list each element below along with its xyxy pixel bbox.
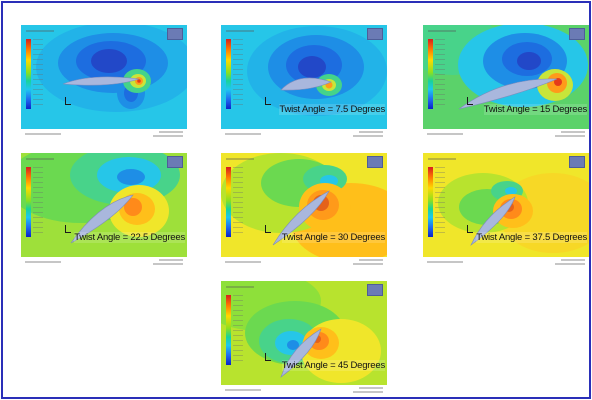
software-logo-icon — [167, 156, 183, 168]
contour-panel-0-deg — [21, 25, 187, 140]
legend-ticks — [233, 39, 243, 109]
axis-triad-icon — [265, 97, 271, 105]
caption-strip — [423, 257, 589, 268]
legend-ticks — [233, 295, 243, 365]
twist-angle-label: Twist Angle = 30 Degrees — [281, 232, 385, 243]
color-legend — [26, 39, 31, 109]
color-legend — [428, 39, 433, 109]
color-legend — [226, 39, 231, 109]
contour-plot: Twist Angle = 30 Degrees — [221, 153, 387, 257]
legend-title — [226, 30, 254, 32]
contour-plot: Twist Angle = 37.5 Degrees — [423, 153, 589, 257]
software-logo-icon — [569, 156, 585, 168]
contour-panel-45-deg: Twist Angle = 45 Degrees — [221, 281, 387, 396]
axis-triad-icon — [65, 225, 71, 233]
contour-panel-15-deg: Twist Angle = 15 Degrees — [423, 25, 589, 140]
caption-strip — [21, 257, 187, 268]
contour-plot: Twist Angle = 22.5 Degrees — [21, 153, 187, 257]
contour-panel-30-deg: Twist Angle = 30 Degrees — [221, 153, 387, 268]
contour-panel-37-5-deg: Twist Angle = 37.5 Degrees — [423, 153, 589, 268]
legend-title — [226, 158, 254, 160]
color-legend — [226, 167, 231, 237]
legend-ticks — [435, 39, 445, 109]
caption-strip — [221, 385, 387, 396]
axis-triad-icon — [467, 225, 473, 233]
legend-title — [26, 30, 54, 32]
contour-plot: Twist Angle = 15 Degrees — [423, 25, 589, 129]
contour-plot — [21, 25, 187, 129]
twist-angle-label: Twist Angle = 22.5 Degrees — [74, 232, 185, 243]
pressure-contour-image — [423, 25, 589, 129]
pressure-contour-image — [423, 153, 589, 257]
pressure-contour-image — [221, 25, 387, 129]
legend-ticks — [33, 39, 43, 109]
software-logo-icon — [367, 156, 383, 168]
pressure-contour-image — [21, 153, 187, 257]
axis-triad-icon — [65, 97, 71, 105]
contour-panel-22-5-deg: Twist Angle = 22.5 Degrees — [21, 153, 187, 268]
pressure-contour-image — [221, 281, 387, 385]
software-logo-icon — [569, 28, 585, 40]
axis-triad-icon — [265, 353, 271, 361]
caption-strip — [221, 257, 387, 268]
contour-plot: Twist Angle = 7.5 Degrees — [221, 25, 387, 129]
twist-angle-label: Twist Angle = 15 Degrees — [483, 104, 587, 115]
axis-triad-icon — [467, 97, 473, 105]
caption-strip — [221, 129, 387, 140]
axis-triad-icon — [265, 225, 271, 233]
legend-ticks — [435, 167, 445, 237]
color-legend — [226, 295, 231, 365]
legend-title — [428, 30, 456, 32]
color-legend — [428, 167, 433, 237]
twist-angle-label: Twist Angle = 7.5 Degrees — [279, 104, 385, 115]
legend-title — [226, 286, 254, 288]
software-logo-icon — [367, 284, 383, 296]
caption-strip — [21, 129, 187, 140]
legend-ticks — [33, 167, 43, 237]
twist-angle-label: Twist Angle = 37.5 Degrees — [476, 232, 587, 243]
contour-plot: Twist Angle = 45 Degrees — [221, 281, 387, 385]
legend-title — [428, 158, 456, 160]
pressure-contour-image — [221, 153, 387, 257]
software-logo-icon — [167, 28, 183, 40]
legend-title — [26, 158, 54, 160]
color-legend — [26, 167, 31, 237]
legend-ticks — [233, 167, 243, 237]
contour-panel-7-5-deg: Twist Angle = 7.5 Degrees — [221, 25, 387, 140]
caption-strip — [423, 129, 589, 140]
pressure-contour-image — [21, 25, 187, 129]
twist-angle-label: Twist Angle = 45 Degrees — [281, 360, 385, 371]
software-logo-icon — [367, 28, 383, 40]
